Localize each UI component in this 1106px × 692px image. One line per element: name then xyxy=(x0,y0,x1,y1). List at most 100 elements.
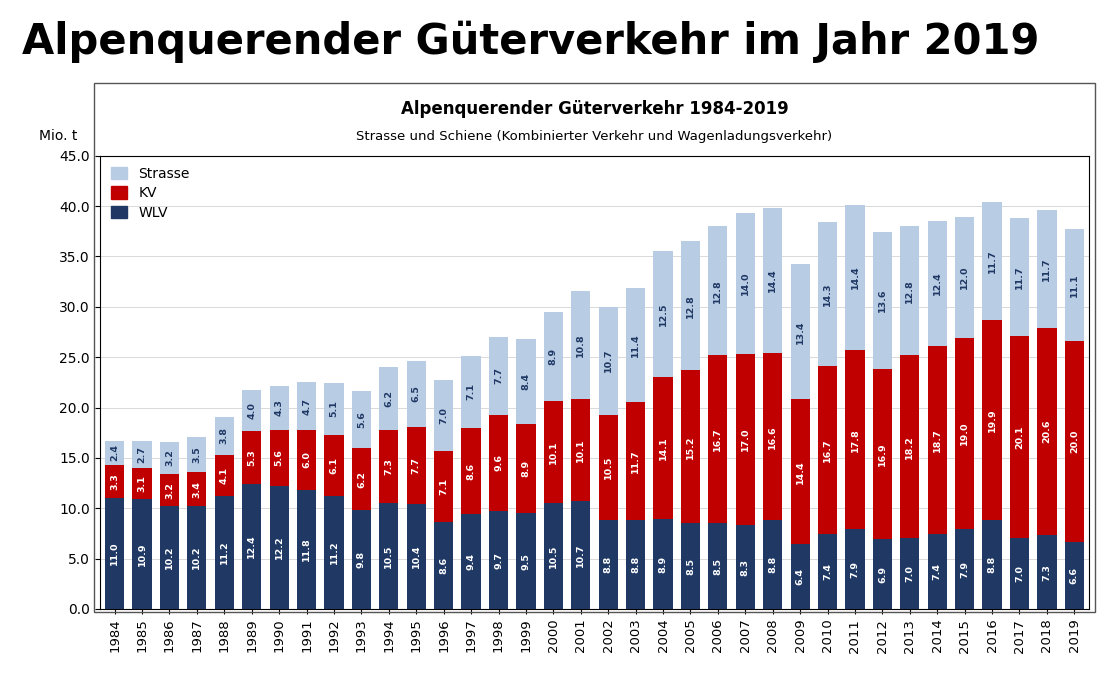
Text: 12.4: 12.4 xyxy=(248,535,257,558)
Text: 11.4: 11.4 xyxy=(632,334,640,357)
Bar xyxy=(571,291,591,399)
Bar xyxy=(654,251,672,377)
Bar xyxy=(928,534,947,609)
Text: 8.9: 8.9 xyxy=(521,460,531,477)
Bar xyxy=(900,355,919,538)
Bar xyxy=(571,501,591,609)
Text: 8.8: 8.8 xyxy=(769,556,778,573)
Text: 5.6: 5.6 xyxy=(357,411,366,428)
Text: 11.7: 11.7 xyxy=(632,450,640,473)
Text: 7.0: 7.0 xyxy=(906,565,915,582)
Bar xyxy=(215,455,233,496)
Bar xyxy=(626,520,645,609)
Bar xyxy=(598,307,618,415)
Bar xyxy=(379,367,398,430)
Text: 3.4: 3.4 xyxy=(192,481,201,498)
Text: 19.0: 19.0 xyxy=(960,422,969,446)
Bar xyxy=(845,205,865,350)
Text: 11.2: 11.2 xyxy=(220,540,229,565)
Text: 5.3: 5.3 xyxy=(248,449,257,466)
Text: 11.7: 11.7 xyxy=(1015,265,1024,289)
Text: 6.2: 6.2 xyxy=(384,390,394,407)
Text: 7.4: 7.4 xyxy=(932,563,941,580)
Text: 15.2: 15.2 xyxy=(686,435,695,459)
Bar xyxy=(982,202,1002,320)
Bar xyxy=(517,424,535,513)
Bar xyxy=(873,370,891,540)
Bar xyxy=(298,430,316,490)
Text: 11.8: 11.8 xyxy=(302,538,311,561)
Bar xyxy=(379,430,398,503)
Text: 8.9: 8.9 xyxy=(549,348,557,365)
Bar xyxy=(544,401,563,503)
Text: 20.0: 20.0 xyxy=(1070,430,1078,453)
Bar xyxy=(215,417,233,455)
Text: 12.0: 12.0 xyxy=(960,266,969,289)
Text: 11.1: 11.1 xyxy=(1070,273,1078,297)
Text: 8.8: 8.8 xyxy=(988,556,997,573)
Bar xyxy=(352,510,371,609)
Bar xyxy=(873,540,891,609)
Bar xyxy=(791,264,810,399)
Text: 7.9: 7.9 xyxy=(960,561,969,578)
Text: 3.2: 3.2 xyxy=(165,449,174,466)
Text: 4.0: 4.0 xyxy=(248,402,257,419)
Bar xyxy=(956,529,974,609)
Bar xyxy=(133,441,152,468)
Text: 12.4: 12.4 xyxy=(932,272,941,295)
Text: 6.4: 6.4 xyxy=(795,568,805,585)
Bar xyxy=(407,427,426,504)
Bar xyxy=(598,415,618,520)
Text: 7.0: 7.0 xyxy=(439,407,448,424)
Text: 7.0: 7.0 xyxy=(1015,565,1024,582)
Text: 2.7: 2.7 xyxy=(137,446,146,463)
Bar xyxy=(735,213,755,354)
Bar xyxy=(242,484,261,609)
Bar xyxy=(654,377,672,519)
Text: 8.5: 8.5 xyxy=(686,558,695,574)
Text: 11.7: 11.7 xyxy=(988,249,997,273)
Text: 10.7: 10.7 xyxy=(576,543,585,567)
Bar xyxy=(160,507,179,609)
Text: 7.7: 7.7 xyxy=(494,367,503,384)
Bar xyxy=(324,496,344,609)
Bar xyxy=(928,221,947,346)
Text: 11.0: 11.0 xyxy=(111,542,119,565)
Text: 10.5: 10.5 xyxy=(384,545,394,567)
Bar xyxy=(352,392,371,448)
Text: 10.7: 10.7 xyxy=(604,349,613,372)
Bar xyxy=(763,208,782,353)
Text: 10.1: 10.1 xyxy=(549,441,557,464)
Bar xyxy=(791,399,810,545)
Bar xyxy=(681,370,700,523)
Text: 10.9: 10.9 xyxy=(137,543,146,566)
Text: 13.4: 13.4 xyxy=(795,320,805,344)
Bar xyxy=(763,520,782,609)
Bar xyxy=(379,503,398,609)
Bar xyxy=(461,356,481,428)
Bar xyxy=(434,381,453,450)
Text: 18.2: 18.2 xyxy=(906,435,915,459)
Bar xyxy=(708,355,728,523)
Text: Mio. t: Mio. t xyxy=(39,129,77,143)
Text: Alpenquerender Güterverkehr 1984-2019: Alpenquerender Güterverkehr 1984-2019 xyxy=(400,100,789,118)
Bar xyxy=(407,504,426,609)
Text: 8.4: 8.4 xyxy=(521,373,531,390)
Legend: Strasse, KV, WLV: Strasse, KV, WLV xyxy=(105,161,196,226)
Bar xyxy=(1037,536,1056,609)
Text: 10.2: 10.2 xyxy=(165,546,174,570)
Bar xyxy=(187,472,207,507)
Text: 12.2: 12.2 xyxy=(274,536,283,559)
Text: 8.3: 8.3 xyxy=(741,558,750,576)
Text: 9.8: 9.8 xyxy=(357,551,366,568)
Bar xyxy=(133,468,152,499)
Text: 3.5: 3.5 xyxy=(192,446,201,463)
Text: 8.8: 8.8 xyxy=(632,556,640,573)
Bar xyxy=(160,441,179,474)
Bar xyxy=(242,430,261,484)
Bar xyxy=(489,337,508,415)
Bar xyxy=(1010,218,1029,336)
Text: 5.1: 5.1 xyxy=(330,401,338,417)
Bar xyxy=(956,338,974,529)
Bar xyxy=(105,465,124,498)
